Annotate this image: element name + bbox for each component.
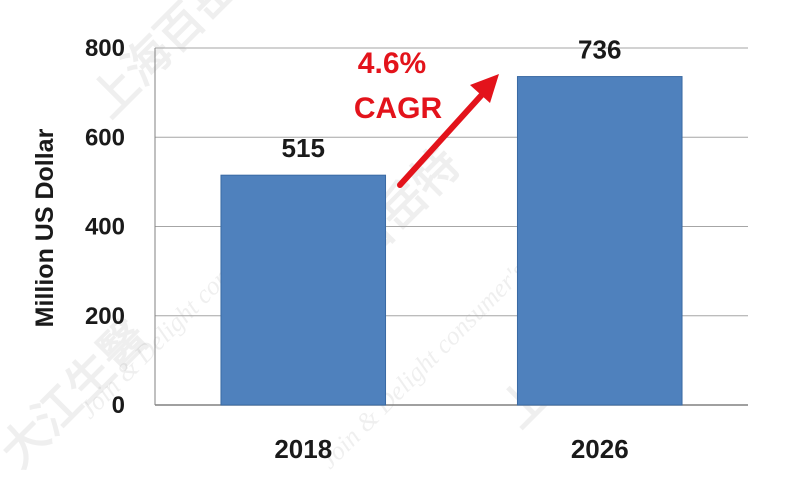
watermark-text-4: 大江生醫: [0, 311, 157, 477]
x-tick-label-2018: 2018: [274, 434, 332, 464]
y-tick-label: 200: [85, 303, 125, 330]
bar-2018: [220, 174, 387, 406]
y-tick-label: 400: [85, 214, 125, 241]
data-label-2018: 515: [282, 133, 325, 163]
cagr-arrow: [397, 85, 491, 188]
cagr-annotation: 4.6% CAGR: [354, 47, 499, 188]
y-tick-label: 0: [112, 392, 125, 419]
cagr-arrowhead-icon: [470, 74, 499, 103]
cagr-value: 4.6%: [358, 47, 426, 80]
y-tick-label: 800: [85, 35, 125, 62]
bars: [220, 76, 683, 406]
x-tick-label-2026: 2026: [571, 434, 629, 464]
data-labels: 515 736: [282, 35, 622, 164]
y-axis-ticks: 0 200 400 600 800: [85, 35, 125, 419]
bar-2026: [516, 76, 683, 406]
cagr-label: CAGR: [354, 92, 443, 125]
data-label-2026: 736: [578, 35, 621, 65]
watermark-text-1: 上海百岳特: [81, 0, 280, 127]
y-axis-label: Million US Dollar: [31, 128, 59, 327]
x-axis-labels: 2018 2026: [274, 434, 628, 464]
y-tick-label: 600: [85, 124, 125, 151]
